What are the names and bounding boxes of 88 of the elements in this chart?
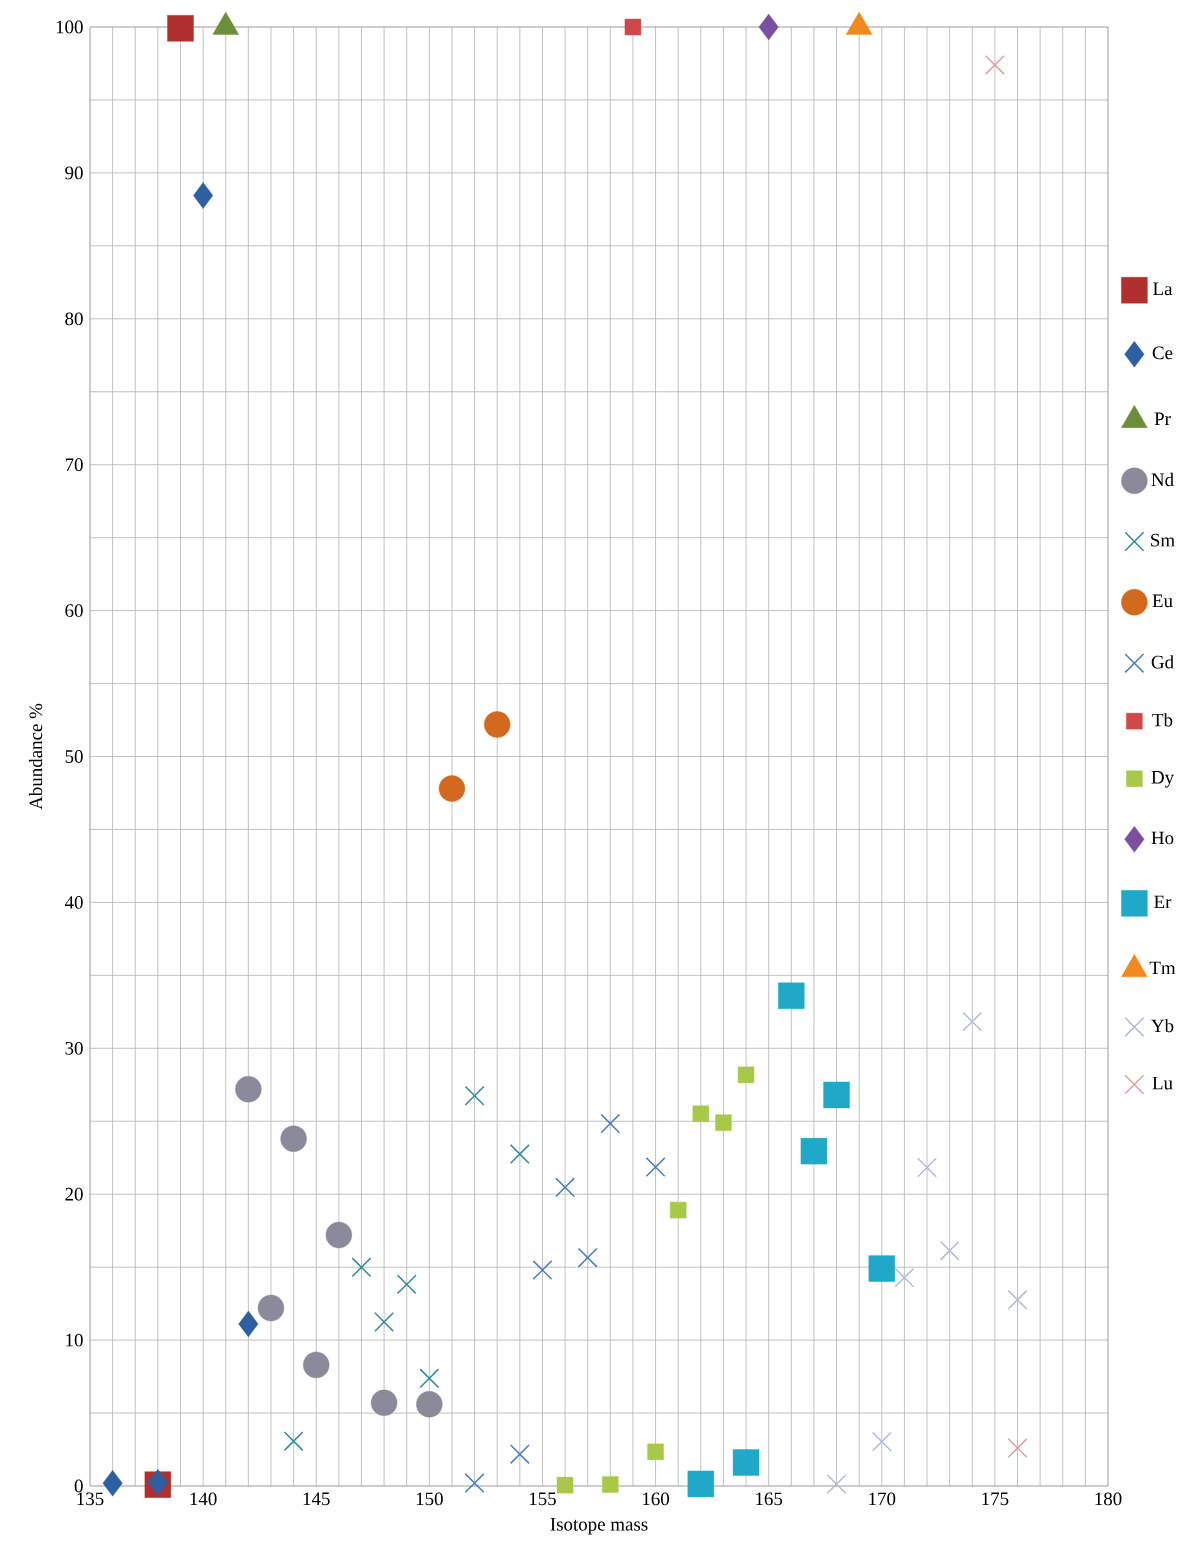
x-tick-label: 170 — [869, 1492, 896, 1506]
point — [419, 1368, 440, 1389]
y-tick-label: 40 — [65, 896, 83, 909]
point — [374, 1312, 395, 1332]
x-tick-label: 150 — [416, 1492, 443, 1506]
y-tick-label: 100 — [56, 20, 83, 34]
point — [826, 1474, 847, 1495]
point — [280, 1125, 307, 1152]
point — [238, 1310, 259, 1338]
point — [577, 1247, 598, 1268]
point — [823, 1081, 850, 1109]
y-tick-label: 70 — [66, 458, 83, 472]
point — [303, 1351, 330, 1379]
y-tick-label: 60 — [65, 604, 83, 617]
x-tick-label: 140 — [190, 1492, 217, 1506]
point — [985, 54, 1006, 75]
legend-label: Tb — [1152, 713, 1173, 727]
point — [917, 1157, 938, 1178]
x-tick-label: 145 — [303, 1492, 330, 1506]
legend-label: Lu — [1152, 1076, 1173, 1090]
point — [624, 18, 642, 36]
x-tick-label: 175 — [982, 1492, 1009, 1506]
y-tick-label: 50 — [65, 750, 83, 763]
legend-label: Er — [1154, 895, 1172, 909]
point — [464, 1085, 485, 1106]
point — [325, 1221, 353, 1249]
point — [510, 1444, 530, 1465]
point — [645, 1157, 666, 1177]
point — [351, 1257, 372, 1278]
point — [438, 775, 466, 802]
point — [484, 711, 511, 738]
point — [715, 1114, 732, 1131]
y-tick-label: 20 — [65, 1187, 83, 1201]
x-axis-title: Isotope mass — [550, 1518, 648, 1535]
point — [738, 1066, 755, 1084]
y-tick-label: 30 — [65, 1041, 83, 1055]
legend-label: Eu — [1152, 594, 1173, 608]
y-tick-label: 90 — [65, 166, 83, 180]
legend-label: La — [1153, 282, 1173, 296]
point — [600, 1113, 621, 1134]
legend-label: Yb — [1151, 1018, 1174, 1033]
point — [1007, 1438, 1028, 1458]
legend-label: Pr — [1154, 412, 1171, 425]
legend-label: Nd — [1151, 472, 1175, 487]
legend-label: Gd — [1151, 655, 1175, 669]
point — [396, 1274, 417, 1295]
point — [1007, 1289, 1028, 1310]
x-tick-label: 155 — [530, 1492, 557, 1506]
point — [167, 15, 194, 42]
legend-label: Ce — [1152, 346, 1173, 360]
point — [670, 1201, 687, 1219]
y-tick-label: 10 — [66, 1333, 83, 1347]
legend-label: Ho — [1151, 831, 1174, 845]
point — [532, 1260, 553, 1280]
point — [758, 13, 779, 41]
point — [235, 1075, 262, 1103]
point — [283, 1431, 304, 1452]
x-tick-label: 135 — [77, 1492, 104, 1506]
point — [868, 1255, 896, 1282]
x-tick-label: 160 — [643, 1492, 670, 1506]
point — [257, 1294, 285, 1322]
point — [939, 1240, 960, 1261]
legend-label: Tm — [1149, 961, 1176, 975]
point — [872, 1431, 892, 1452]
point — [800, 1137, 828, 1165]
point — [557, 1476, 574, 1494]
point — [733, 1449, 760, 1476]
x-tick-label: 180 — [1095, 1492, 1122, 1506]
point — [894, 1267, 915, 1288]
point — [193, 182, 214, 209]
point — [555, 1177, 576, 1198]
point — [647, 1443, 664, 1461]
y-axis-title: Abundance % — [29, 703, 43, 810]
y-tick-label: 0 — [74, 1479, 83, 1493]
point — [692, 1105, 710, 1123]
x-tick-label: 165 — [756, 1492, 783, 1506]
y-tick-label: 80 — [65, 312, 83, 326]
point — [510, 1144, 530, 1165]
point — [687, 1470, 715, 1498]
point — [602, 1476, 619, 1493]
point — [778, 982, 805, 1009]
point — [416, 1391, 443, 1418]
point — [962, 1011, 983, 1032]
point — [464, 1473, 485, 1494]
legend-label: Dy — [1151, 771, 1175, 788]
point — [371, 1389, 398, 1417]
point — [102, 1470, 123, 1497]
legend-label: Sm — [1151, 533, 1176, 547]
